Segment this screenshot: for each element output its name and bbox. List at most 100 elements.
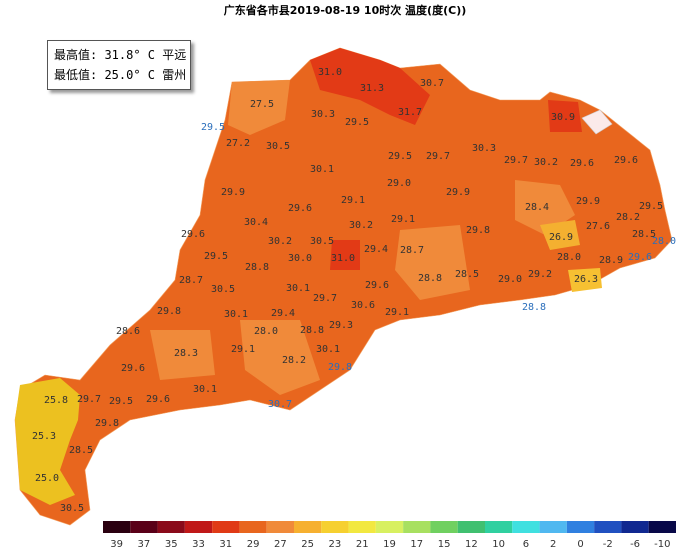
scale-swatch [130, 521, 158, 533]
station-label: 30.1 [310, 164, 334, 175]
station-label: 30.5 [60, 503, 84, 514]
station-label: 28.7 [400, 245, 424, 256]
station-label: 28.0 [557, 252, 581, 263]
scale-label: 35 [165, 539, 178, 550]
region-hot [548, 100, 582, 132]
scale-swatch [212, 521, 240, 533]
station-label: 29.1 [391, 214, 415, 225]
station-label: 29.9 [446, 187, 470, 198]
scale-swatch [512, 521, 540, 533]
scale-label: -10 [654, 539, 670, 550]
scale-label: 33 [192, 539, 205, 550]
region [395, 225, 470, 300]
station-label: 29.6 [570, 158, 594, 169]
station-label: 28.8 [245, 262, 269, 273]
station-label: 29.5 [639, 201, 663, 212]
scale-swatch [648, 521, 676, 533]
scale-swatch [457, 521, 485, 533]
info-box: 最高值: 31.8° C 平远 最低值: 25.0° C 雷州 [47, 40, 191, 90]
station-label: 29.1 [385, 307, 409, 318]
station-label: 27.2 [226, 138, 250, 149]
station-label: 29.4 [364, 244, 388, 255]
station-label: 28.5 [455, 269, 479, 280]
station-label: 29.5 [201, 122, 225, 133]
station-label: 28.8 [300, 325, 324, 336]
scale-label: 27 [274, 539, 287, 550]
station-label: 29.7 [504, 155, 528, 166]
station-label: 29.7 [426, 151, 450, 162]
station-label: 30.1 [224, 309, 248, 320]
station-label: 29.7 [77, 394, 101, 405]
station-label: 30.3 [472, 143, 496, 154]
station-label: 30.2 [268, 236, 292, 247]
scale-label: 21 [356, 539, 369, 550]
scale-swatch [239, 521, 267, 533]
station-label: 30.1 [316, 344, 340, 355]
station-label: 28.4 [525, 202, 549, 213]
station-label: 28.8 [418, 273, 442, 284]
scale-label: 0 [577, 539, 583, 550]
station-label: 31.7 [398, 107, 422, 118]
station-label: 31.0 [331, 253, 355, 264]
station-label: 29.0 [387, 178, 411, 189]
station-label: 29.7 [313, 293, 337, 304]
station-label: 27.6 [586, 221, 610, 232]
station-label: 30.5 [211, 284, 235, 295]
station-label: 30.5 [310, 236, 334, 247]
station-label: 30.6 [351, 300, 375, 311]
station-label: 30.1 [193, 384, 217, 395]
scale-swatch [594, 521, 622, 533]
scale-label: -6 [630, 539, 640, 550]
station-label: 29.9 [221, 187, 245, 198]
station-label: 30.7 [268, 399, 292, 410]
station-label: 28.2 [282, 355, 306, 366]
station-label: 29.1 [231, 344, 255, 355]
scale-swatch [430, 521, 458, 533]
station-label: 30.4 [244, 217, 268, 228]
scale-label: 10 [492, 539, 505, 550]
station-label: 26.3 [574, 274, 598, 285]
scale-label: 2 [550, 539, 556, 550]
station-label: 29.2 [528, 269, 552, 280]
scale-label: 19 [383, 539, 396, 550]
scale-swatch [403, 521, 431, 533]
station-label: 28.9 [599, 255, 623, 266]
station-label: 29.6 [121, 363, 145, 374]
scale-label: 17 [410, 539, 423, 550]
min-info: 最低值: 25.0° C 雷州 [54, 68, 187, 82]
station-label: 31.0 [318, 67, 342, 78]
scale-swatch [539, 521, 567, 533]
region-cool [540, 220, 580, 250]
station-label: 27.5 [250, 99, 274, 110]
scale-swatch [621, 521, 649, 533]
station-label: 29.3 [329, 320, 353, 331]
station-label: 29.6 [614, 155, 638, 166]
station-label: 31.3 [360, 83, 384, 94]
scale-label: 6 [523, 539, 529, 550]
station-label: 28.3 [174, 348, 198, 359]
station-label: 26.9 [549, 232, 573, 243]
region-hot [330, 240, 360, 270]
region [228, 80, 290, 135]
station-label: 29.0 [498, 274, 522, 285]
scale-swatch [485, 521, 513, 533]
scale-swatch [184, 521, 213, 533]
station-label: 30.7 [420, 78, 444, 89]
scale-swatch [566, 521, 595, 533]
station-label: 29.8 [328, 362, 352, 373]
station-label: 28.5 [632, 229, 656, 240]
station-label: 29.5 [388, 151, 412, 162]
region-cool [15, 378, 80, 505]
station-label: 29.6 [181, 229, 205, 240]
max-info: 最高值: 31.8° C 平远 [54, 48, 187, 62]
station-label: 29.1 [341, 195, 365, 206]
scale-swatch [266, 521, 294, 533]
station-label: 25.8 [44, 395, 68, 406]
station-label: 28.0 [254, 326, 278, 337]
station-label: 29.5 [109, 396, 133, 407]
station-label: 29.4 [271, 308, 295, 319]
region [240, 320, 320, 395]
station-label: 29.6 [288, 203, 312, 214]
station-label: 29.5 [345, 117, 369, 128]
